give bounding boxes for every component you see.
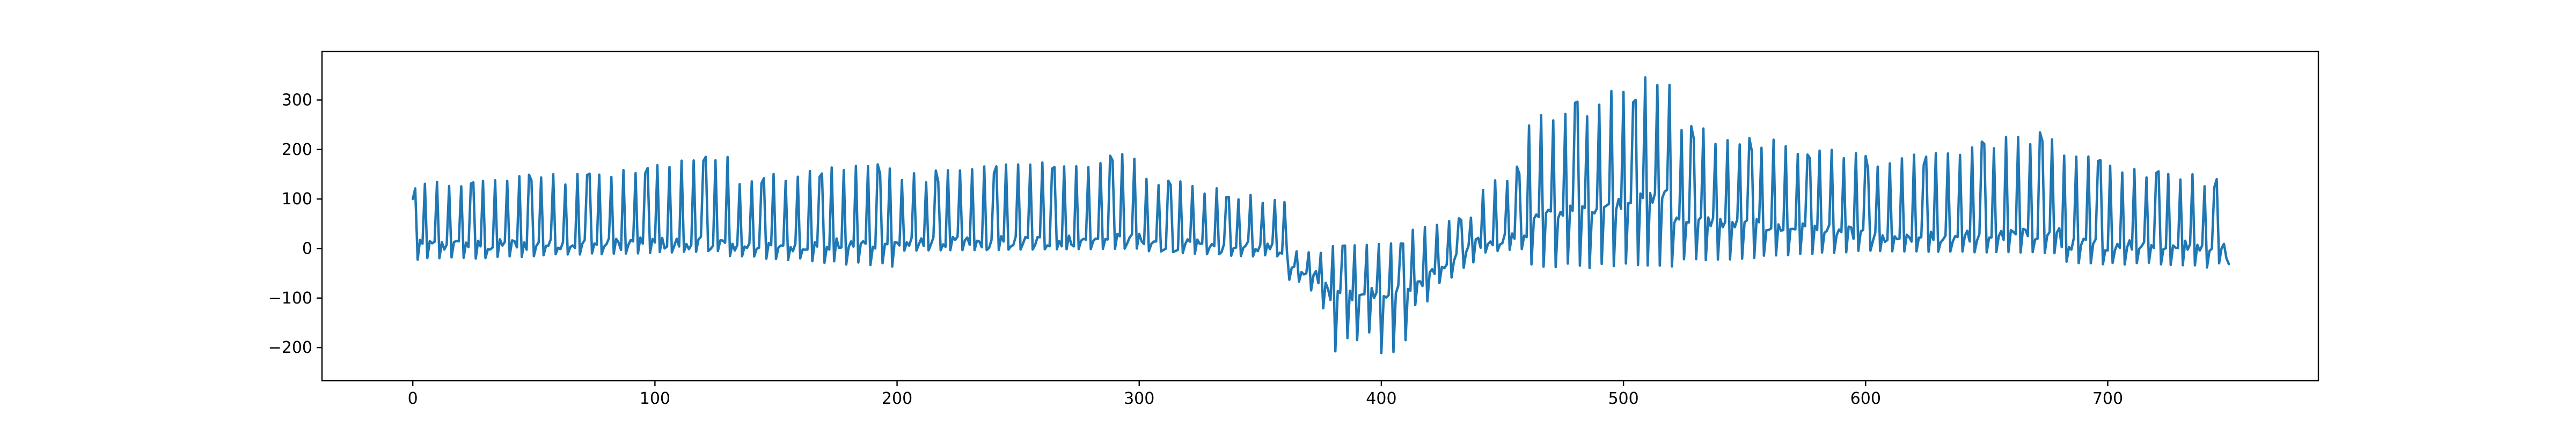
x-tick-label: 400 [1366, 389, 1396, 408]
x-tick-label: 500 [1608, 389, 1638, 408]
plot-area [411, 76, 2230, 354]
x-tick-label: 300 [1124, 389, 1154, 408]
x-tick-label: 0 [408, 389, 418, 408]
x-tick-label: 100 [640, 389, 670, 408]
y-tick-label: 300 [282, 91, 312, 109]
y-tick-label: −100 [268, 289, 312, 308]
series-line [411, 76, 2230, 354]
x-tick-label: 200 [882, 389, 912, 408]
y-tick-label: −200 [268, 338, 312, 357]
x-tick-label: 600 [1850, 389, 1881, 408]
y-tick-label: 0 [302, 239, 312, 258]
y-tick-label: 100 [282, 190, 312, 209]
plot-frame [321, 50, 2319, 382]
y-tick-label: 200 [282, 140, 312, 159]
axes: 0 100 200 300 400 500 600 700 −200 −100 0 100 200 300 [268, 50, 2319, 408]
x-tick-label: 700 [2092, 389, 2123, 408]
